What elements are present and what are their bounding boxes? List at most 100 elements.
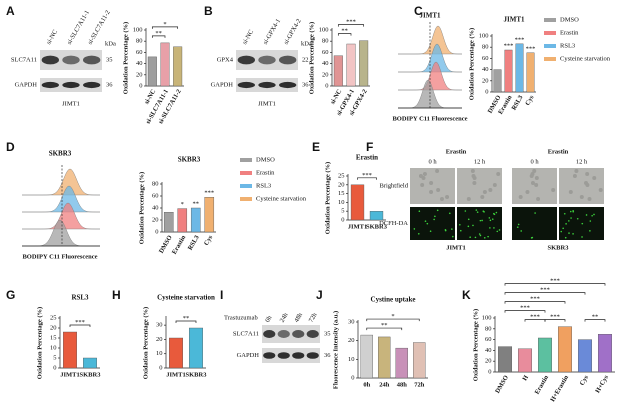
cell-dot [413, 228, 416, 230]
cell-dot [489, 219, 492, 222]
y-tick-label: 40 [485, 347, 492, 354]
time-label: 0 h [428, 158, 437, 165]
cell-dot [476, 211, 479, 213]
blot-band [237, 81, 256, 89]
legend-label: DMSO [560, 16, 579, 23]
y-tick-label: 40 [136, 60, 143, 67]
significance-bracket [504, 301, 566, 304]
lane-label: si-NC [241, 29, 255, 46]
lane-label: 72h [308, 311, 319, 324]
fluorescence-image [457, 207, 502, 240]
y-axis-label: Oxidation Percentage (%) [308, 22, 315, 94]
cell-texture [583, 181, 588, 185]
blot-band [277, 352, 290, 359]
bar [558, 326, 573, 373]
x-tick-label: DMSO [494, 374, 510, 394]
y-tick-label: 40 [322, 60, 329, 67]
legend-swatch [240, 197, 252, 201]
flow-title: JIMT1 [420, 12, 442, 20]
cell-dot [459, 229, 462, 232]
cell-texture [496, 172, 501, 176]
significance: ** [341, 28, 348, 35]
significance-bracket [337, 33, 352, 36]
cell-dot [426, 222, 429, 225]
significance-bracket [69, 324, 91, 327]
flow-title: SKBR3 [49, 150, 72, 158]
y-tick-label: 0 [159, 364, 162, 371]
legend-label: RSL3 [560, 42, 575, 49]
x-tick-label: H+Cys [594, 374, 610, 395]
bar [538, 337, 553, 373]
x-tick-label: SKBR3 [80, 371, 102, 378]
cell-texture [429, 181, 434, 185]
significance-bracket [584, 319, 606, 322]
blot-band [62, 55, 80, 65]
lane-label: 24h [279, 311, 290, 324]
cell-texture [429, 190, 434, 194]
y-tick-label: 80 [485, 325, 492, 332]
cell-dot [448, 212, 451, 215]
cell-dot [474, 236, 477, 239]
y-tick-label: 25 [338, 172, 345, 179]
cell-texture [492, 183, 497, 187]
cell-dot [478, 233, 481, 235]
lane-label: 0h [264, 314, 274, 324]
cell-texture [585, 172, 590, 176]
bar [515, 43, 524, 93]
y-tick-label: 100 [479, 32, 489, 39]
cell-dot [568, 220, 570, 222]
significance: *** [550, 314, 560, 321]
treatment-label: Trastuzumab [224, 314, 258, 321]
cell-dot [516, 226, 519, 228]
cell-dot [585, 214, 588, 216]
blot-band [292, 330, 305, 338]
y-tick-label: 20 [50, 324, 57, 331]
cell-dot [593, 213, 595, 216]
cell-dot [467, 225, 470, 228]
significance: * [163, 21, 166, 28]
cell-line: JIMT1 [446, 244, 466, 251]
significance-bracket [175, 320, 197, 323]
lane-label: si-NC [45, 29, 59, 46]
y-tick-label: 20 [348, 337, 355, 344]
cell-texture [472, 181, 477, 185]
significance-bracket [337, 24, 365, 27]
treatment-label: Erastin [548, 148, 569, 155]
x-tick-label: JIMT1 [348, 223, 368, 230]
bar [578, 339, 593, 373]
y-axis-label: Oxidation Percentage (%) [122, 22, 129, 94]
cell-dot [467, 218, 470, 221]
y-tick-label: 15 [50, 334, 57, 341]
treatment-label: Erastin [446, 148, 467, 155]
lane-label: si-GPX4-1 [262, 18, 282, 46]
cell-dot [452, 235, 454, 238]
x-tick-label: JIMT1 [166, 371, 186, 378]
chart-title: Erastin [356, 154, 378, 162]
bar [598, 334, 613, 373]
bar [163, 211, 174, 233]
y-axis-label: Fluorescence Intensity (a.u.) [332, 311, 339, 389]
blot-strip [262, 325, 320, 343]
x-tick-label: 0h [363, 381, 370, 388]
y-tick-label: 5 [53, 354, 56, 361]
x-tick-label: Cys [203, 234, 215, 247]
cell-dot [560, 230, 563, 233]
bar [168, 337, 183, 369]
cell-line: SKBR3 [548, 244, 570, 251]
y-tick-label: 100 [482, 314, 492, 321]
bar [82, 357, 97, 369]
cell-dot [483, 236, 486, 239]
time-label: 12 h [474, 158, 486, 165]
significance: *** [530, 296, 540, 303]
legend-label: Cysteine starvation [560, 55, 611, 62]
protein-label: GPX4 [217, 56, 234, 63]
y-tick-label: 20 [156, 336, 163, 343]
cell-dot [483, 211, 485, 213]
y-axis-label: Oxidation Percentage (%) [468, 28, 475, 100]
cell-texture [435, 169, 440, 173]
legend-swatch [544, 31, 556, 35]
cell-texture [534, 183, 539, 187]
y-tick-label: 10 [156, 350, 163, 357]
kda-value: 36 [324, 352, 331, 359]
